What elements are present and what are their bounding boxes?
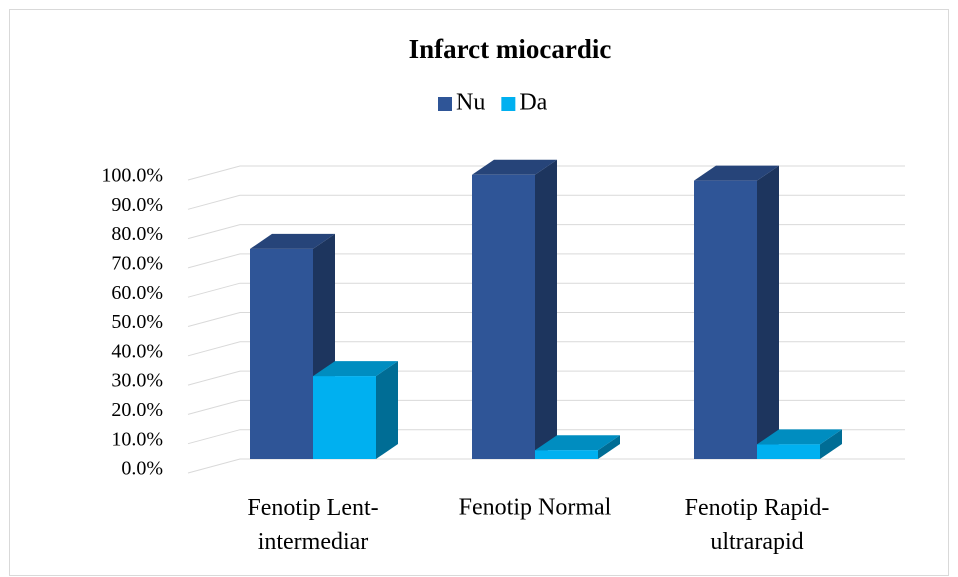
bar-top — [757, 429, 842, 445]
grid-line — [187, 341, 905, 357]
grid-line — [187, 224, 905, 240]
grid-line — [187, 312, 905, 327]
bar-side — [535, 159, 557, 460]
y-tick-label: 80.0% — [111, 223, 163, 245]
bar — [250, 248, 313, 459]
legend-swatch — [438, 97, 452, 111]
grid-line — [187, 282, 905, 298]
chart-title: Infarct miocardic — [409, 34, 612, 64]
bar-top — [472, 159, 557, 175]
y-tick-label: 10.0% — [111, 428, 163, 450]
grid-line — [187, 429, 905, 445]
bar — [313, 376, 376, 459]
bar — [472, 174, 535, 460]
legend-label: Nu — [456, 90, 485, 116]
bar-side — [820, 429, 842, 459]
bar-top — [313, 361, 398, 377]
y-tick-label: 30.0% — [111, 370, 163, 392]
y-tick-label: 90.0% — [111, 194, 163, 216]
legend-swatch — [501, 97, 516, 111]
y-tick-label: 50.0% — [111, 311, 163, 333]
grid-line — [187, 194, 905, 210]
x-tick-label: Fenotip Normal — [459, 495, 612, 521]
bar-side — [376, 361, 398, 459]
bar-top — [535, 435, 620, 451]
y-tick-label: 100.0% — [101, 165, 163, 187]
grid-line — [187, 165, 905, 181]
bar-side — [598, 435, 620, 459]
bar — [535, 450, 598, 459]
y-tick-label: 40.0% — [111, 340, 163, 362]
bar — [757, 444, 820, 459]
grid-line — [187, 458, 905, 474]
grid-line — [187, 370, 905, 386]
bar — [694, 180, 757, 459]
grid-line — [187, 253, 905, 269]
x-tick-label: Fenotip Rapid-ultrarapid — [685, 495, 830, 555]
y-tick-label: 20.0% — [111, 399, 163, 421]
legend-label: Da — [519, 90, 547, 116]
bar-top — [694, 165, 779, 181]
bar-top — [250, 233, 335, 249]
bar-side — [757, 165, 779, 459]
grid-line — [187, 399, 905, 415]
y-tick-label: 70.0% — [111, 252, 163, 274]
y-tick-label: 0.0% — [121, 458, 163, 480]
x-tick-label: Fenotip Lent-intermediar — [247, 495, 378, 555]
y-tick-label: 60.0% — [111, 282, 163, 304]
